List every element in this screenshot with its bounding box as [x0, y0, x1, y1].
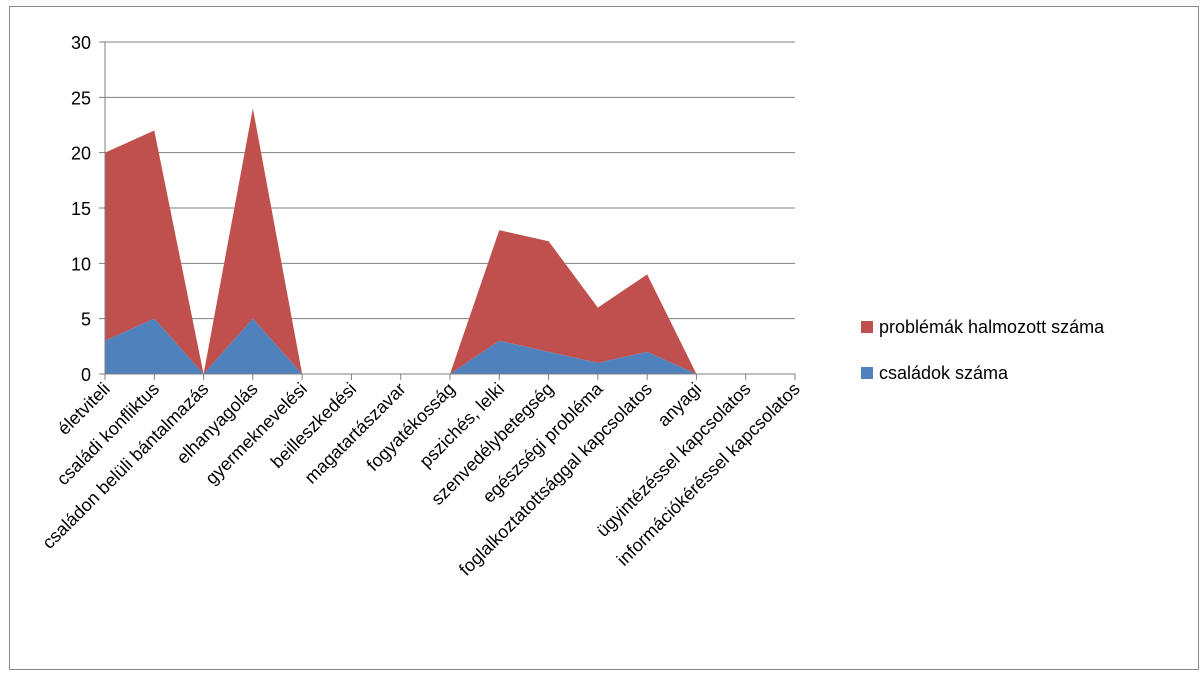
legend: problémák halmozott száma családok száma — [861, 317, 1105, 383]
axes — [104, 42, 796, 380]
area-problemak-halmozott-szama — [450, 230, 697, 374]
x-tick-label: pszichés, lelki — [415, 379, 508, 472]
x-tick-label: információkéréssel kapcsolatos — [613, 379, 804, 570]
y-tick-label: 10 — [71, 254, 91, 274]
plot-areas — [105, 108, 697, 375]
legend-entry: problémák halmozott száma — [861, 317, 1105, 337]
legend-label: problémák halmozott száma — [879, 317, 1105, 337]
area-csaladok-szama — [105, 318, 303, 374]
legend-swatch — [861, 367, 873, 379]
y-tick-label: 5 — [81, 310, 91, 330]
y-tick-label: 30 — [71, 33, 91, 53]
x-tick-label: beilleszkedési — [267, 379, 360, 472]
x-tick-label: fogyatékosság — [363, 379, 459, 475]
y-tick-label: 0 — [81, 365, 91, 385]
area-csaladok-szama — [450, 340, 697, 374]
chart-frame: 0 5 10 15 20 25 30 életviteli családi konfliktu… — [9, 6, 1199, 670]
area-problemak-halmozott-szama — [105, 108, 303, 375]
legend-entry: családok száma — [861, 363, 1009, 383]
y-tick-labels: 0 5 10 15 20 25 30 — [71, 33, 91, 385]
y-tick-label: 20 — [71, 144, 91, 164]
gridlines — [99, 41, 795, 375]
y-tick-label: 25 — [71, 88, 91, 108]
y-tick-label: 15 — [71, 199, 91, 219]
legend-label: családok száma — [879, 363, 1009, 383]
legend-swatch — [861, 321, 873, 333]
